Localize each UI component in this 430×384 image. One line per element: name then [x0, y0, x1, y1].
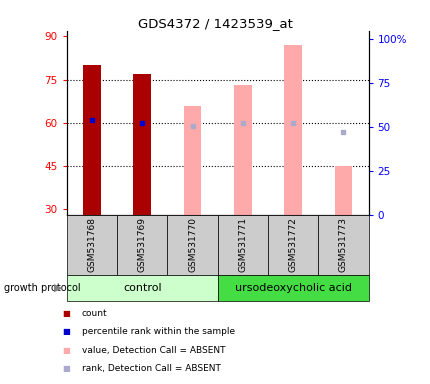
Text: GSM531771: GSM531771	[238, 217, 247, 272]
Bar	[317, 215, 368, 275]
Bar	[284, 45, 301, 215]
Text: count: count	[82, 309, 107, 318]
Text: GSM531769: GSM531769	[138, 217, 146, 272]
Text: GSM531770: GSM531770	[187, 217, 197, 272]
Bar	[67, 275, 217, 301]
Bar	[233, 85, 251, 215]
Text: GDS4372 / 1423539_at: GDS4372 / 1423539_at	[138, 17, 292, 30]
Bar	[267, 215, 317, 275]
Text: ▶: ▶	[54, 283, 62, 293]
Text: growth protocol: growth protocol	[4, 283, 81, 293]
Text: ■: ■	[62, 364, 70, 373]
Text: control: control	[123, 283, 161, 293]
Text: ■: ■	[62, 346, 70, 355]
Bar	[167, 215, 217, 275]
Text: ■: ■	[62, 309, 70, 318]
Bar	[133, 74, 150, 215]
Text: value, Detection Call = ABSENT: value, Detection Call = ABSENT	[82, 346, 225, 355]
Bar	[83, 65, 101, 215]
Text: percentile rank within the sample: percentile rank within the sample	[82, 327, 234, 336]
Text: ursodeoxycholic acid: ursodeoxycholic acid	[234, 283, 351, 293]
Bar	[217, 275, 368, 301]
Bar	[217, 215, 267, 275]
Bar	[67, 215, 117, 275]
Text: GSM531772: GSM531772	[288, 217, 297, 272]
Text: GSM531773: GSM531773	[338, 217, 347, 272]
Bar	[183, 106, 201, 215]
Text: rank, Detection Call = ABSENT: rank, Detection Call = ABSENT	[82, 364, 220, 373]
Text: ■: ■	[62, 327, 70, 336]
Bar	[117, 215, 167, 275]
Text: GSM531768: GSM531768	[87, 217, 96, 272]
Bar	[334, 166, 351, 215]
